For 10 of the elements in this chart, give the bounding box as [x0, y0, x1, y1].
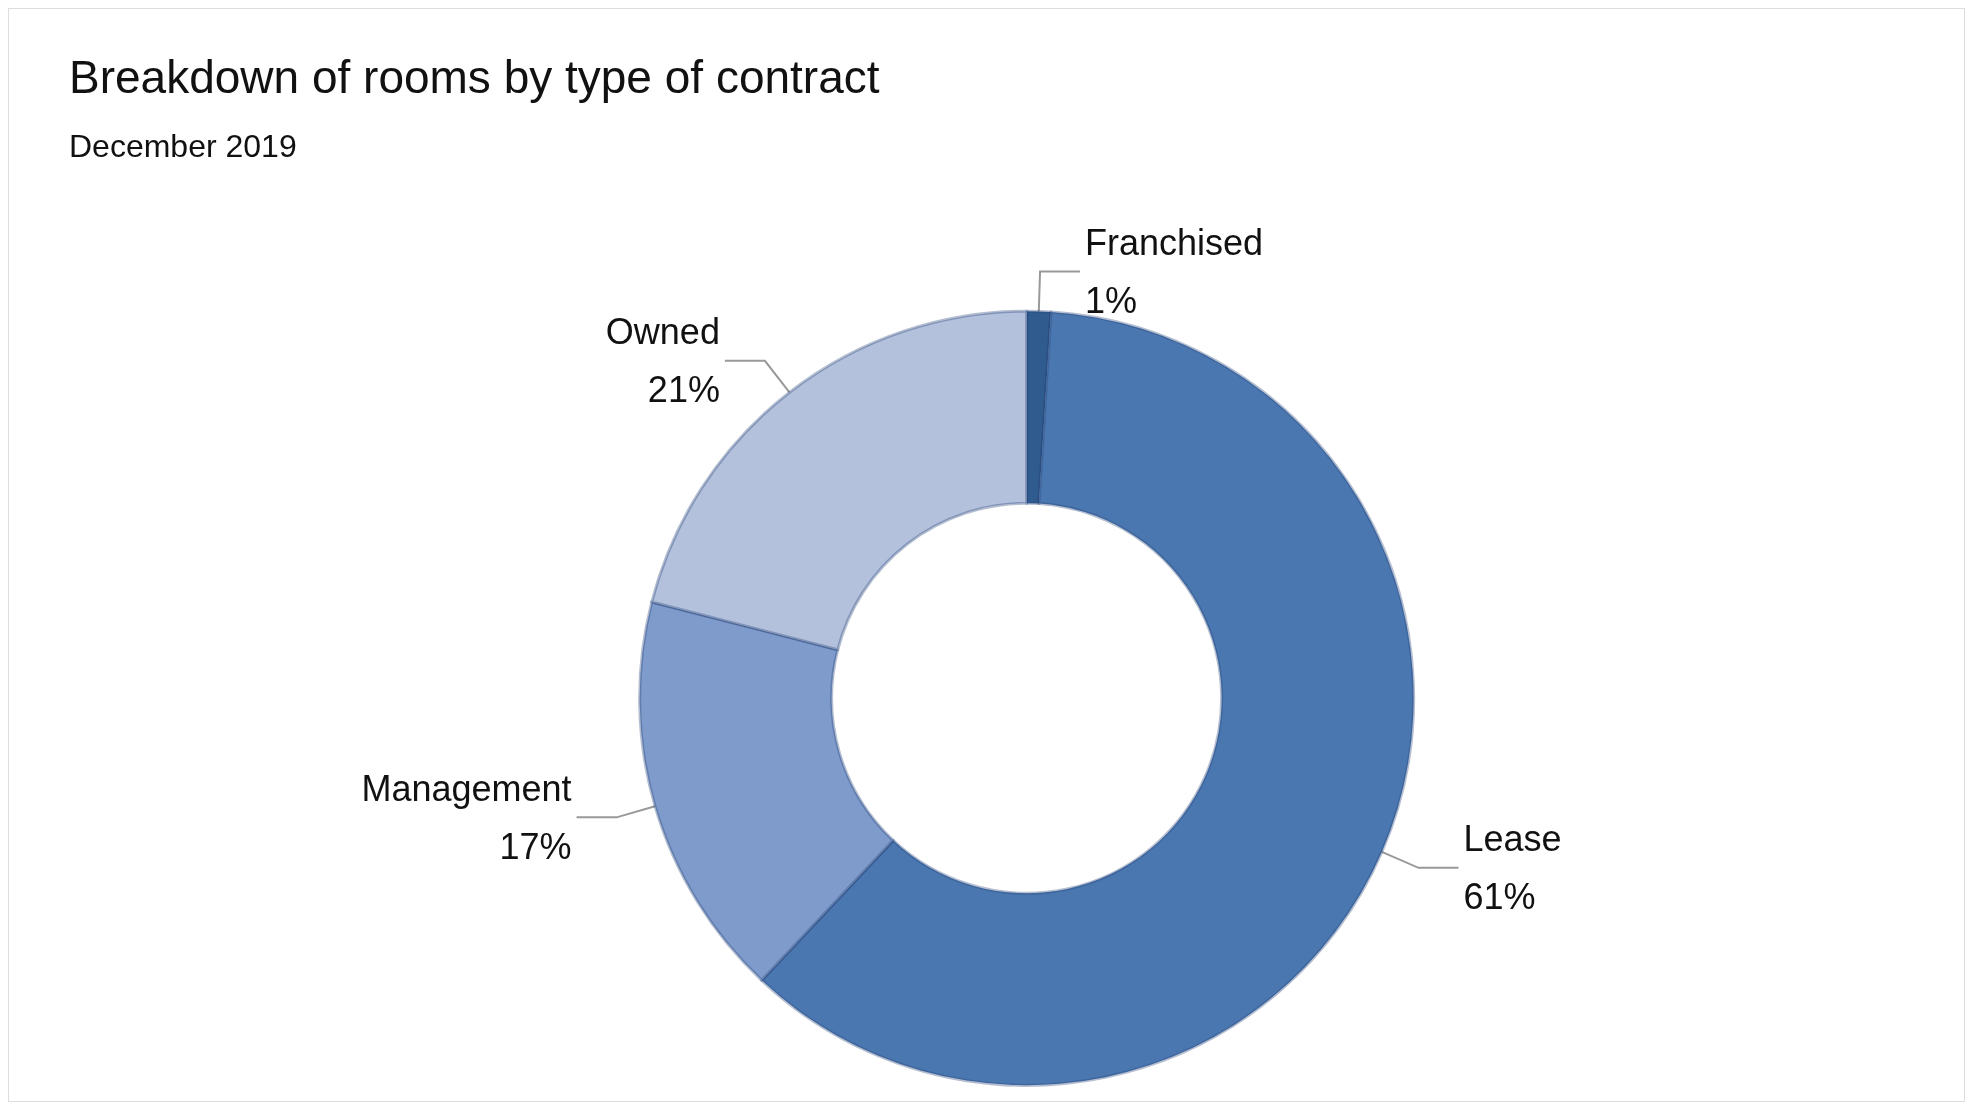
slice-label: Franchised	[1085, 221, 1264, 263]
data-label: 17%	[499, 825, 572, 867]
slice-label: Lease	[1463, 818, 1562, 860]
chart-title: Breakdown of rooms by type of contract	[69, 51, 880, 103]
chart-subtitle: December 2019	[69, 128, 297, 164]
data-label: 61%	[1463, 876, 1536, 918]
data-label: 1%	[1085, 279, 1138, 321]
data-label: 21%	[647, 369, 720, 411]
slice-label: Management	[361, 767, 572, 809]
slice-label: Owned	[605, 311, 720, 353]
